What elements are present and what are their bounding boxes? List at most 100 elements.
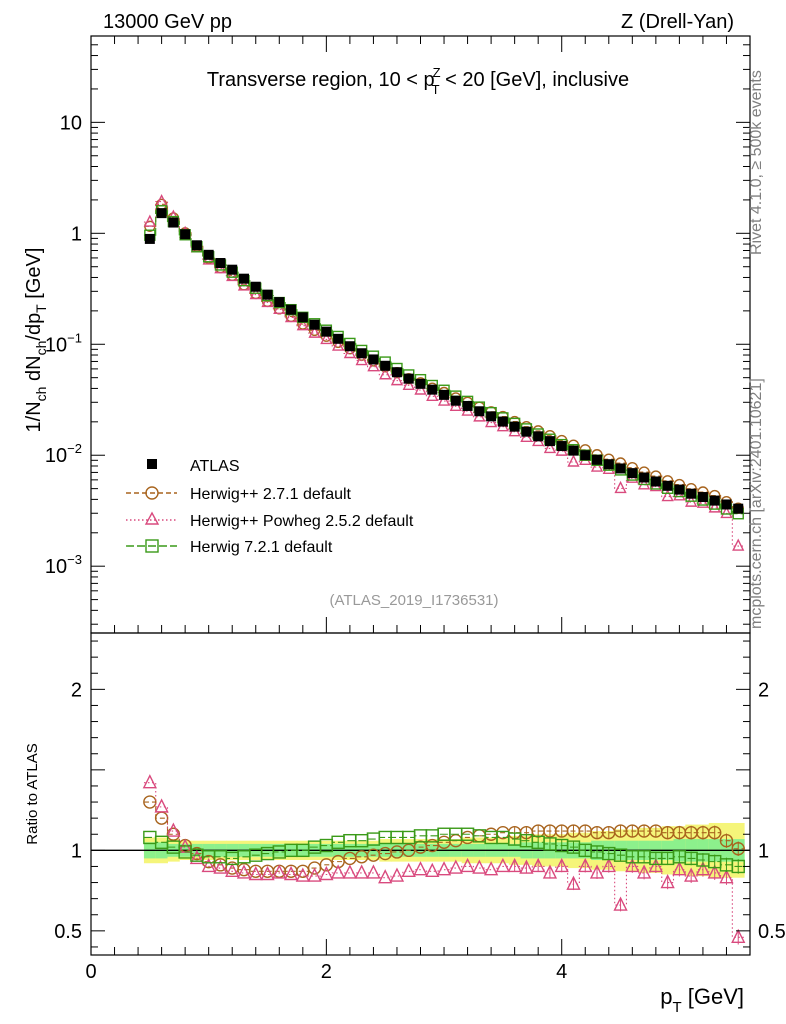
main-point-atlas	[544, 436, 555, 447]
main-point-atlas	[344, 341, 355, 352]
main-point-powheg	[696, 495, 710, 508]
main-point-atlas	[486, 411, 497, 422]
y-axis-label-ratio: Ratio to ATLAS	[24, 743, 41, 844]
main-y-tick-label: 10−2	[45, 441, 82, 467]
header-left: 13000 GeV pp	[103, 11, 232, 33]
ratio-point-powheg	[166, 822, 181, 837]
ratio-point-powheg	[554, 857, 569, 873]
main-point-powheg	[414, 382, 427, 395]
main-point-atlas	[274, 297, 285, 308]
legend-marker-herwig7	[145, 539, 159, 553]
main-point-atlas	[650, 476, 661, 487]
main-point-atlas	[415, 378, 426, 389]
ratio-point-powheg	[719, 869, 734, 884]
ratio-point-powheg	[519, 859, 534, 874]
main-point-powheg	[390, 373, 404, 386]
ratio-point-powheg	[425, 862, 440, 877]
ratio-point-powheg	[601, 857, 616, 873]
main-point-powheg	[296, 318, 309, 331]
ratio-point-powheg	[472, 859, 487, 874]
main-point-atlas	[215, 258, 226, 269]
y-axis-label-main: 1/Nch dNch/dpT [GeV]	[23, 248, 49, 433]
main-point-atlas	[439, 389, 450, 400]
main-point-atlas	[580, 450, 591, 461]
ratio-point-powheg	[201, 857, 216, 873]
main-point-atlas	[380, 360, 391, 371]
ratio-point-powheg	[731, 928, 746, 943]
ratio-point-powheg	[507, 857, 522, 873]
ratio-point-herwigpp	[166, 827, 181, 841]
main-point-atlas	[391, 367, 402, 378]
ratio-panel: 0 2 4 0.5 0.5 1 1 2 2 Ratio to ATLAS pT [GeV]	[24, 632, 786, 1016]
ratio-point-herwigpp	[143, 795, 157, 809]
ratio-point-herwigpp	[707, 825, 722, 840]
main-point-powheg	[673, 488, 686, 501]
ratio-point-powheg	[260, 865, 275, 881]
main-y-tick-label: 1	[71, 223, 82, 245]
ratio-point-herwigpp	[719, 833, 734, 848]
main-point-powheg	[284, 309, 298, 323]
ratio-point-powheg	[283, 865, 299, 881]
main-point-atlas	[156, 208, 167, 219]
ratio-point-powheg	[189, 849, 205, 865]
ratio-point-powheg	[460, 857, 475, 873]
ratio-point-powheg	[578, 857, 593, 873]
main-point-atlas	[238, 273, 249, 284]
main-point-atlas	[533, 431, 544, 442]
ratio-point-powheg	[154, 798, 169, 813]
legend-marker-powheg	[144, 511, 160, 525]
ratio-y-tick-label: 2	[71, 679, 82, 701]
ratio-frame	[90, 632, 751, 956]
ratio-point-powheg	[330, 864, 346, 879]
main-point-powheg	[308, 325, 321, 338]
main-point-powheg	[567, 454, 580, 467]
ratio-point-powheg	[613, 896, 628, 911]
ratio-point-powheg	[248, 865, 263, 881]
ratio-y-tick-label-right: 0.5	[758, 921, 786, 943]
main-point-atlas	[286, 304, 297, 315]
header-right: Z (Drell-Yan)	[621, 11, 734, 33]
main-point-atlas	[321, 326, 332, 337]
main-point-atlas	[627, 468, 638, 479]
main-point-atlas	[592, 454, 603, 465]
main-y-tick-label: 10	[60, 112, 82, 134]
main-point-powheg	[426, 388, 439, 402]
legend-label-herwigpp: Herwig++ 2.7.1 default	[190, 486, 352, 503]
main-point-powheg	[732, 538, 745, 551]
ratio-point-powheg	[342, 864, 358, 879]
main-point-atlas	[603, 459, 614, 470]
main-y-tick-label: 10−3	[45, 552, 82, 578]
main-point-atlas	[427, 384, 438, 395]
main-point-powheg	[437, 393, 451, 406]
legend-label-atlas: ATLAS	[190, 458, 240, 475]
main-series	[143, 194, 745, 551]
ratio-point-powheg	[625, 857, 640, 873]
plot-title: Transverse region, 10 < pZ T < 20 [GeV], …	[207, 65, 629, 97]
ratio-ticks: 0 2 4 0.5 0.5 1 1 2 2	[54, 640, 786, 983]
main-y-tick-label: 10−1	[45, 330, 82, 356]
main-point-powheg	[367, 359, 380, 372]
main-point-powheg	[720, 505, 733, 519]
main-panel: 10−3 10−2 10−1 1 10 Transverse region, 10 < …	[23, 35, 751, 955]
ratio-point-powheg	[389, 867, 405, 882]
legend-label-herwig7: Herwig 7.2.1 default	[190, 539, 333, 556]
ratio-point-powheg	[707, 864, 722, 879]
main-point-powheg	[343, 345, 357, 359]
main-point-atlas	[297, 312, 308, 323]
main-point-powheg	[331, 338, 345, 351]
main-point-atlas	[180, 229, 191, 240]
ratio-point-powheg	[378, 869, 393, 884]
x-tick-label: 0	[85, 961, 96, 983]
ratio-point-powheg	[413, 861, 428, 876]
main-point-powheg	[661, 489, 674, 502]
main-point-atlas	[144, 233, 155, 244]
x-tick-label: 4	[556, 961, 567, 983]
ratio-point-powheg	[695, 861, 711, 876]
x-axis-label: pT [GeV]	[660, 984, 744, 1016]
ratio-point-powheg	[566, 875, 581, 890]
analysis-id: (ATLAS_2019_I1736531)	[329, 592, 498, 609]
ratio-y-tick-label: 1	[71, 840, 82, 862]
main-point-atlas	[474, 406, 485, 417]
main-point-powheg	[261, 294, 274, 308]
